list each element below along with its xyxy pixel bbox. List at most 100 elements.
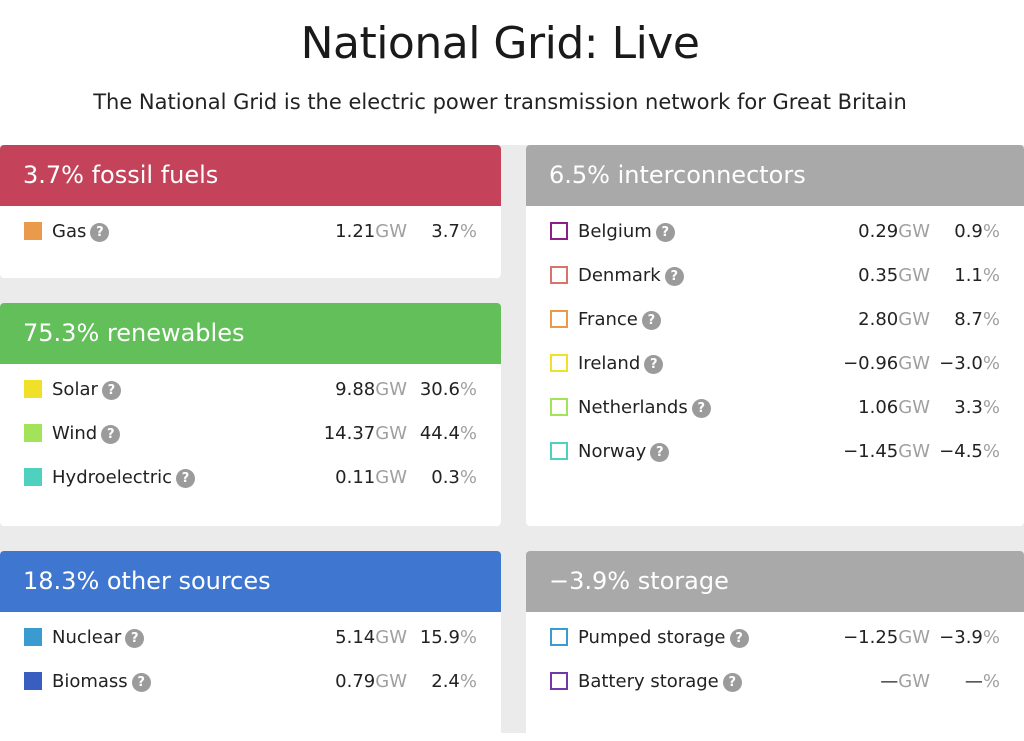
belgium-share-value: 0.9 [954,221,983,242]
nuclear-help-icon[interactable]: ? [125,629,145,648]
biomass-help-icon[interactable]: ? [131,673,151,692]
solar-label: Solar [52,379,98,400]
solar-power: 9.88GW [335,378,407,402]
wind-help-icon[interactable]: ? [101,425,121,444]
nuclear-row: Nuclear? 5.14GW 15.9% [0,626,501,670]
solar-share-value: 30.6 [419,379,460,400]
norway-power: −1.45GW [843,440,930,464]
solar-help-icon[interactable]: ? [101,381,121,400]
ireland-power: −0.96GW [843,352,930,376]
hydroelectric-label-wrap: Hydroelectric? [52,466,196,490]
ireland-share-unit: % [982,353,1000,374]
norway-label-wrap: Norway? [578,440,670,464]
pumped-storage-power: −1.25GW [843,626,930,650]
pumped-storage-swatch [550,628,568,646]
nuclear-share-value: 15.9 [419,627,460,648]
nuclear-power-value: 5.14 [335,627,376,648]
netherlands-share-unit: % [982,397,1000,418]
nuclear-swatch [24,628,42,646]
france-power-value: 2.80 [858,309,899,330]
gas-label: Gas [52,221,87,242]
hydroelectric-power-unit: GW [375,467,407,488]
battery-storage-power-unit: GW [898,671,930,692]
pumped-storage-power-unit: GW [898,627,930,648]
ireland-power-unit: GW [898,353,930,374]
norway-swatch [550,442,568,460]
biomass-power-value: 0.79 [335,671,376,692]
ireland-row: Ireland? −0.96GW −3.0% [526,352,1024,396]
wind-label-wrap: Wind? [52,422,121,446]
pumped-storage-help-icon[interactable]: ? [729,629,749,648]
norway-share-unit: % [982,441,1000,462]
solar-swatch [24,380,42,398]
biomass-share-unit: % [459,671,477,692]
norway-label: Norway [578,441,647,462]
denmark-power: 0.35GW [858,264,930,288]
gas-help-icon[interactable]: ? [90,223,110,242]
pumped-storage-label-wrap: Pumped storage? [578,626,749,650]
norway-power-value: −1.45 [843,441,899,462]
pumped-storage-power-value: −1.25 [843,627,899,648]
hydroelectric-label: Hydroelectric [52,467,173,488]
netherlands-power: 1.06GW [858,396,930,420]
france-help-icon[interactable]: ? [641,311,661,330]
denmark-power-value: 0.35 [858,265,899,286]
nuclear-share: 15.9% [420,626,477,650]
pumped-storage-share: −3.9% [939,626,1000,650]
france-share-unit: % [982,309,1000,330]
biomass-power-unit: GW [375,671,407,692]
fossil-header: 3.7% fossil fuels [0,145,501,206]
belgium-share: 0.9% [954,220,1000,244]
belgium-power: 0.29GW [858,220,930,244]
biomass-share: 2.4% [431,670,477,694]
renewables-list: Solar? 9.88GW 30.6% Wind? 14.37GW 44.4% Hydroe… [0,364,501,510]
interconnectors-list: Belgium? 0.29GW 0.9% Denmark? 0.35GW 1.1% Fran… [526,206,1024,484]
wind-label: Wind [52,423,98,444]
norway-share: −4.5% [939,440,1000,464]
netherlands-label: Netherlands [578,397,688,418]
solar-row: Solar? 9.88GW 30.6% [0,378,501,422]
biomass-label-wrap: Biomass? [52,670,151,694]
gas-share: 3.7% [431,220,477,244]
gas-share-value: 3.7 [431,221,460,242]
netherlands-share: 3.3% [954,396,1000,420]
interconnectors-header: 6.5% interconnectors [526,145,1024,206]
pumped-storage-row: Pumped storage? −1.25GW −3.9% [526,626,1024,670]
wind-power-value: 14.37 [323,423,376,444]
belgium-help-icon[interactable]: ? [655,223,675,242]
gas-share-unit: % [459,221,477,242]
other-sources-card: 18.3% other sources Nuclear? 5.14 GW 15.9% B… [0,551,501,741]
other-sources-list: Nuclear? 5.14GW 15.9% Biomass? 0.79GW 2.4% [0,612,501,714]
norway-help-icon[interactable]: ? [650,443,670,462]
netherlands-help-icon[interactable]: ? [691,399,711,418]
nuclear-label-wrap: Nuclear? [52,626,145,650]
battery-storage-label: Battery storage [578,671,719,692]
france-power-unit: GW [898,309,930,330]
netherlands-label-wrap: Netherlands? [578,396,711,420]
ireland-label: Ireland [578,353,641,374]
nuclear-share-unit: % [459,627,477,648]
ireland-swatch [550,354,568,372]
hydroelectric-help-icon[interactable]: ? [176,469,196,488]
ireland-help-icon[interactable]: ? [644,355,664,374]
hydroelectric-power-value: 0.11 [335,467,376,488]
denmark-help-icon[interactable]: ? [664,267,684,286]
hydroelectric-row: Hydroelectric? 0.11GW 0.3% [0,466,501,510]
hydroelectric-share: 0.3% [431,466,477,490]
wind-swatch [24,424,42,442]
denmark-share-value: 1.1 [954,265,983,286]
page-title: National Grid: Live [300,18,700,69]
netherlands-share-value: 3.3 [954,397,983,418]
france-share: 8.7% [954,308,1000,332]
gas-power-value: 1.21 [335,221,376,242]
netherlands-power-unit: GW [898,397,930,418]
france-power: 2.80GW [858,308,930,332]
other-sources-header: 18.3% other sources [0,551,501,612]
interconnectors-card: 6.5% interconnectors Belgium? 0.29GW 0.9% D… [526,145,1024,526]
france-label: France [578,309,638,330]
hydroelectric-share-value: 0.3 [431,467,460,488]
battery-storage-help-icon[interactable]: ? [722,673,742,692]
denmark-share-unit: % [982,265,1000,286]
wind-share: 44.4% [420,422,477,446]
netherlands-power-value: 1.06 [858,397,899,418]
